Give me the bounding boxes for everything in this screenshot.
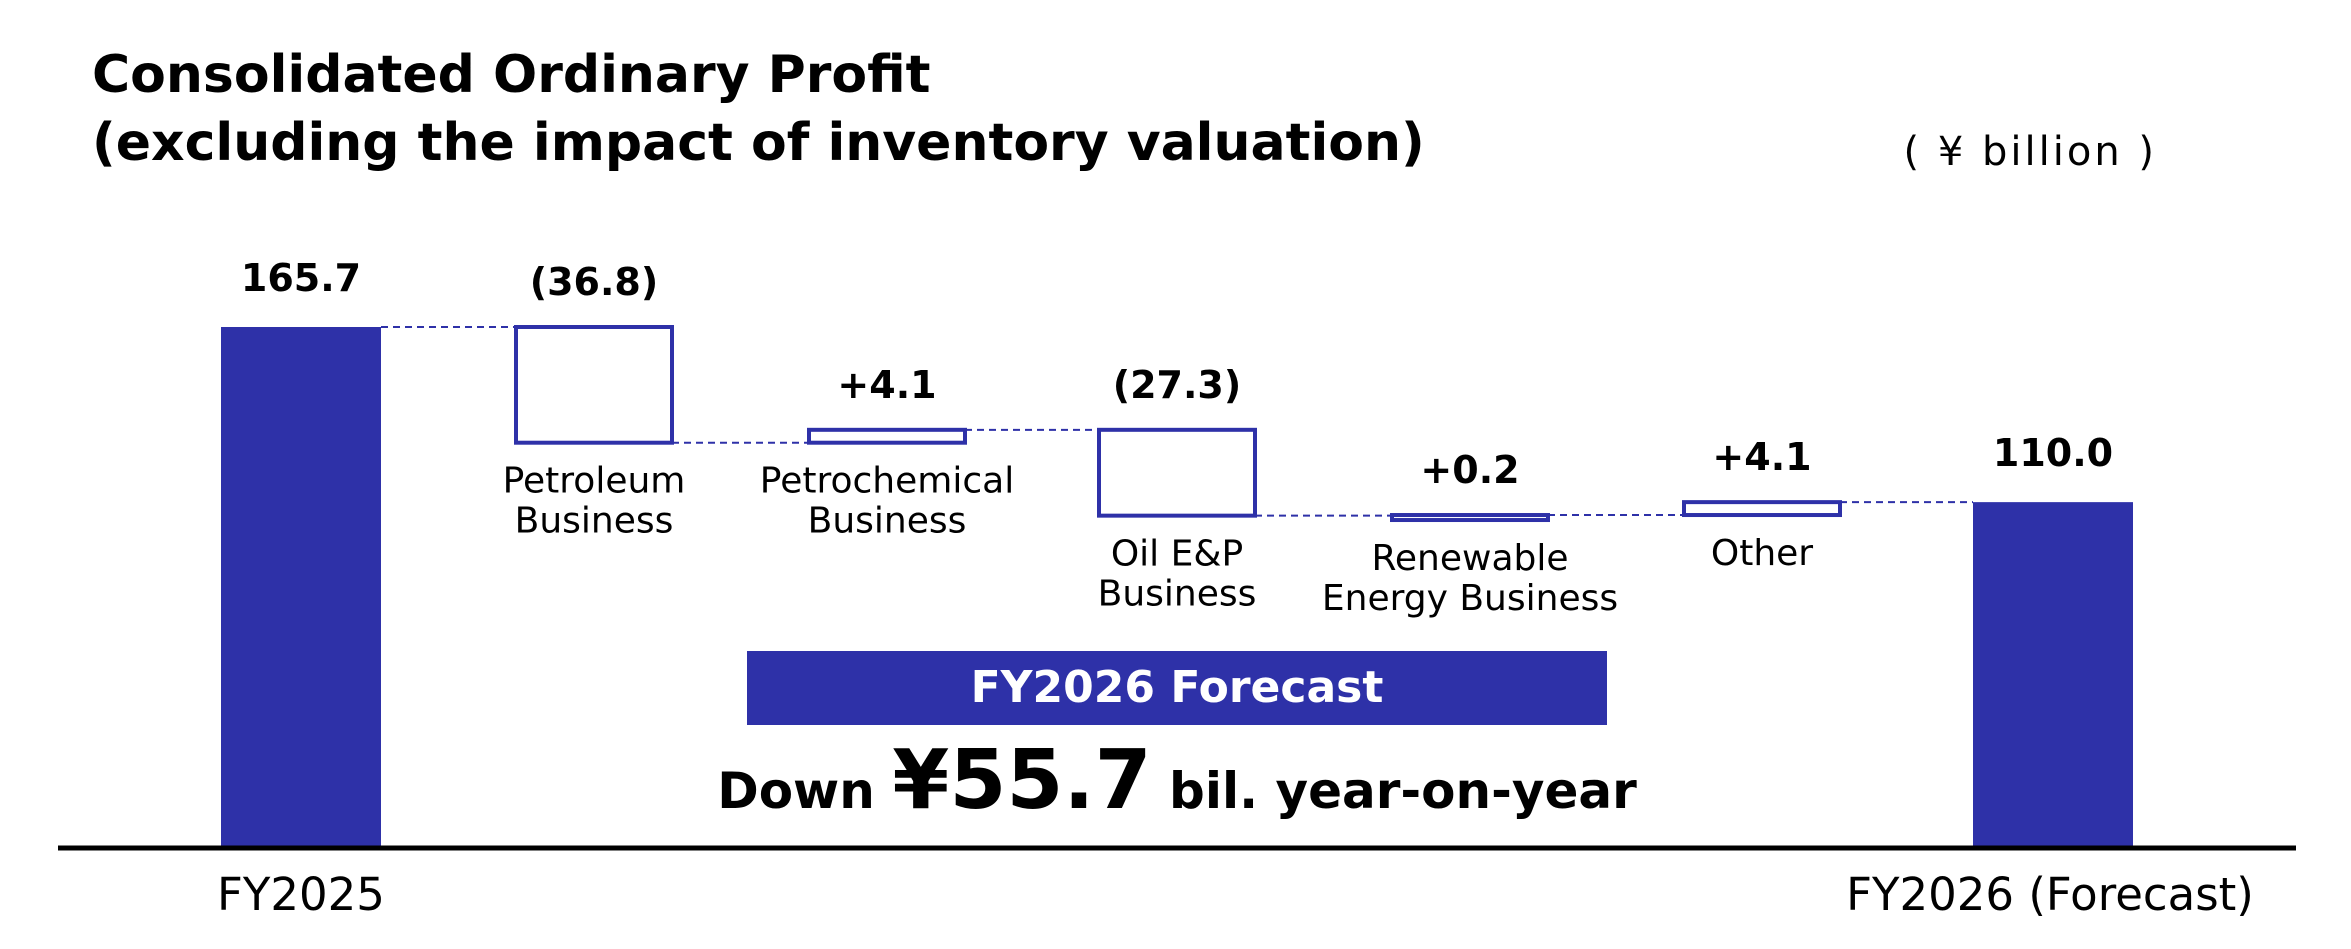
category-label-step-4: Energy Business bbox=[1322, 578, 1618, 619]
connector-lines bbox=[381, 326, 1973, 517]
value-label-step-5: +4.1 bbox=[1712, 435, 1811, 479]
chart-title-line2: (excluding the impact of inventory valua… bbox=[92, 113, 1425, 173]
bar-end bbox=[1973, 502, 2133, 848]
summary-prefix: Down bbox=[717, 762, 892, 820]
forecast-banner-text: FY2026 Forecast bbox=[971, 662, 1384, 713]
value-label-step-3: (27.3) bbox=[1113, 363, 1242, 407]
bars bbox=[221, 325, 2133, 848]
bar-step-3 bbox=[1097, 427, 1257, 518]
bar-start bbox=[221, 327, 381, 848]
summary-suffix: bil. year-on-year bbox=[1152, 762, 1637, 820]
category-label-step-5: Other bbox=[1711, 533, 1813, 574]
category-label-step-1: Business bbox=[515, 501, 674, 542]
category-label-step-3: Oil E&P bbox=[1111, 534, 1243, 575]
bar-step-1 bbox=[514, 325, 674, 445]
bar-step-5 bbox=[1682, 500, 1842, 518]
value-label-start: 165.7 bbox=[241, 256, 361, 300]
category-label-step-1: Petroleum bbox=[503, 461, 686, 502]
summary-text: Down ¥55.7 bil. year-on-year bbox=[717, 733, 1637, 828]
value-label-step-1: (36.8) bbox=[530, 260, 659, 304]
labels: 165.7FY2025(36.8)PetroleumBusiness+4.1Pe… bbox=[217, 256, 2254, 921]
value-label-end: 110.0 bbox=[1993, 431, 2113, 475]
category-label-step-4: Renewable bbox=[1371, 538, 1568, 579]
value-label-step-4: +0.2 bbox=[1420, 448, 1519, 492]
category-label-step-3: Business bbox=[1098, 574, 1257, 615]
value-label-step-2: +4.1 bbox=[837, 363, 936, 407]
unit-label: ( ¥ billion ) bbox=[1904, 129, 2157, 175]
chart-title-line1: Consolidated Ordinary Profit bbox=[92, 45, 931, 105]
bar-step-2 bbox=[807, 427, 967, 445]
category-label-start: FY2025 bbox=[217, 868, 385, 921]
summary-amount: ¥55.7 bbox=[892, 733, 1151, 828]
category-label-step-2: Petrochemical bbox=[760, 461, 1014, 502]
bar-step-4 bbox=[1390, 513, 1550, 523]
category-label-end: FY2026 (Forecast) bbox=[1846, 868, 2254, 921]
category-label-step-2: Business bbox=[808, 501, 967, 542]
forecast-banner bbox=[747, 651, 1607, 725]
